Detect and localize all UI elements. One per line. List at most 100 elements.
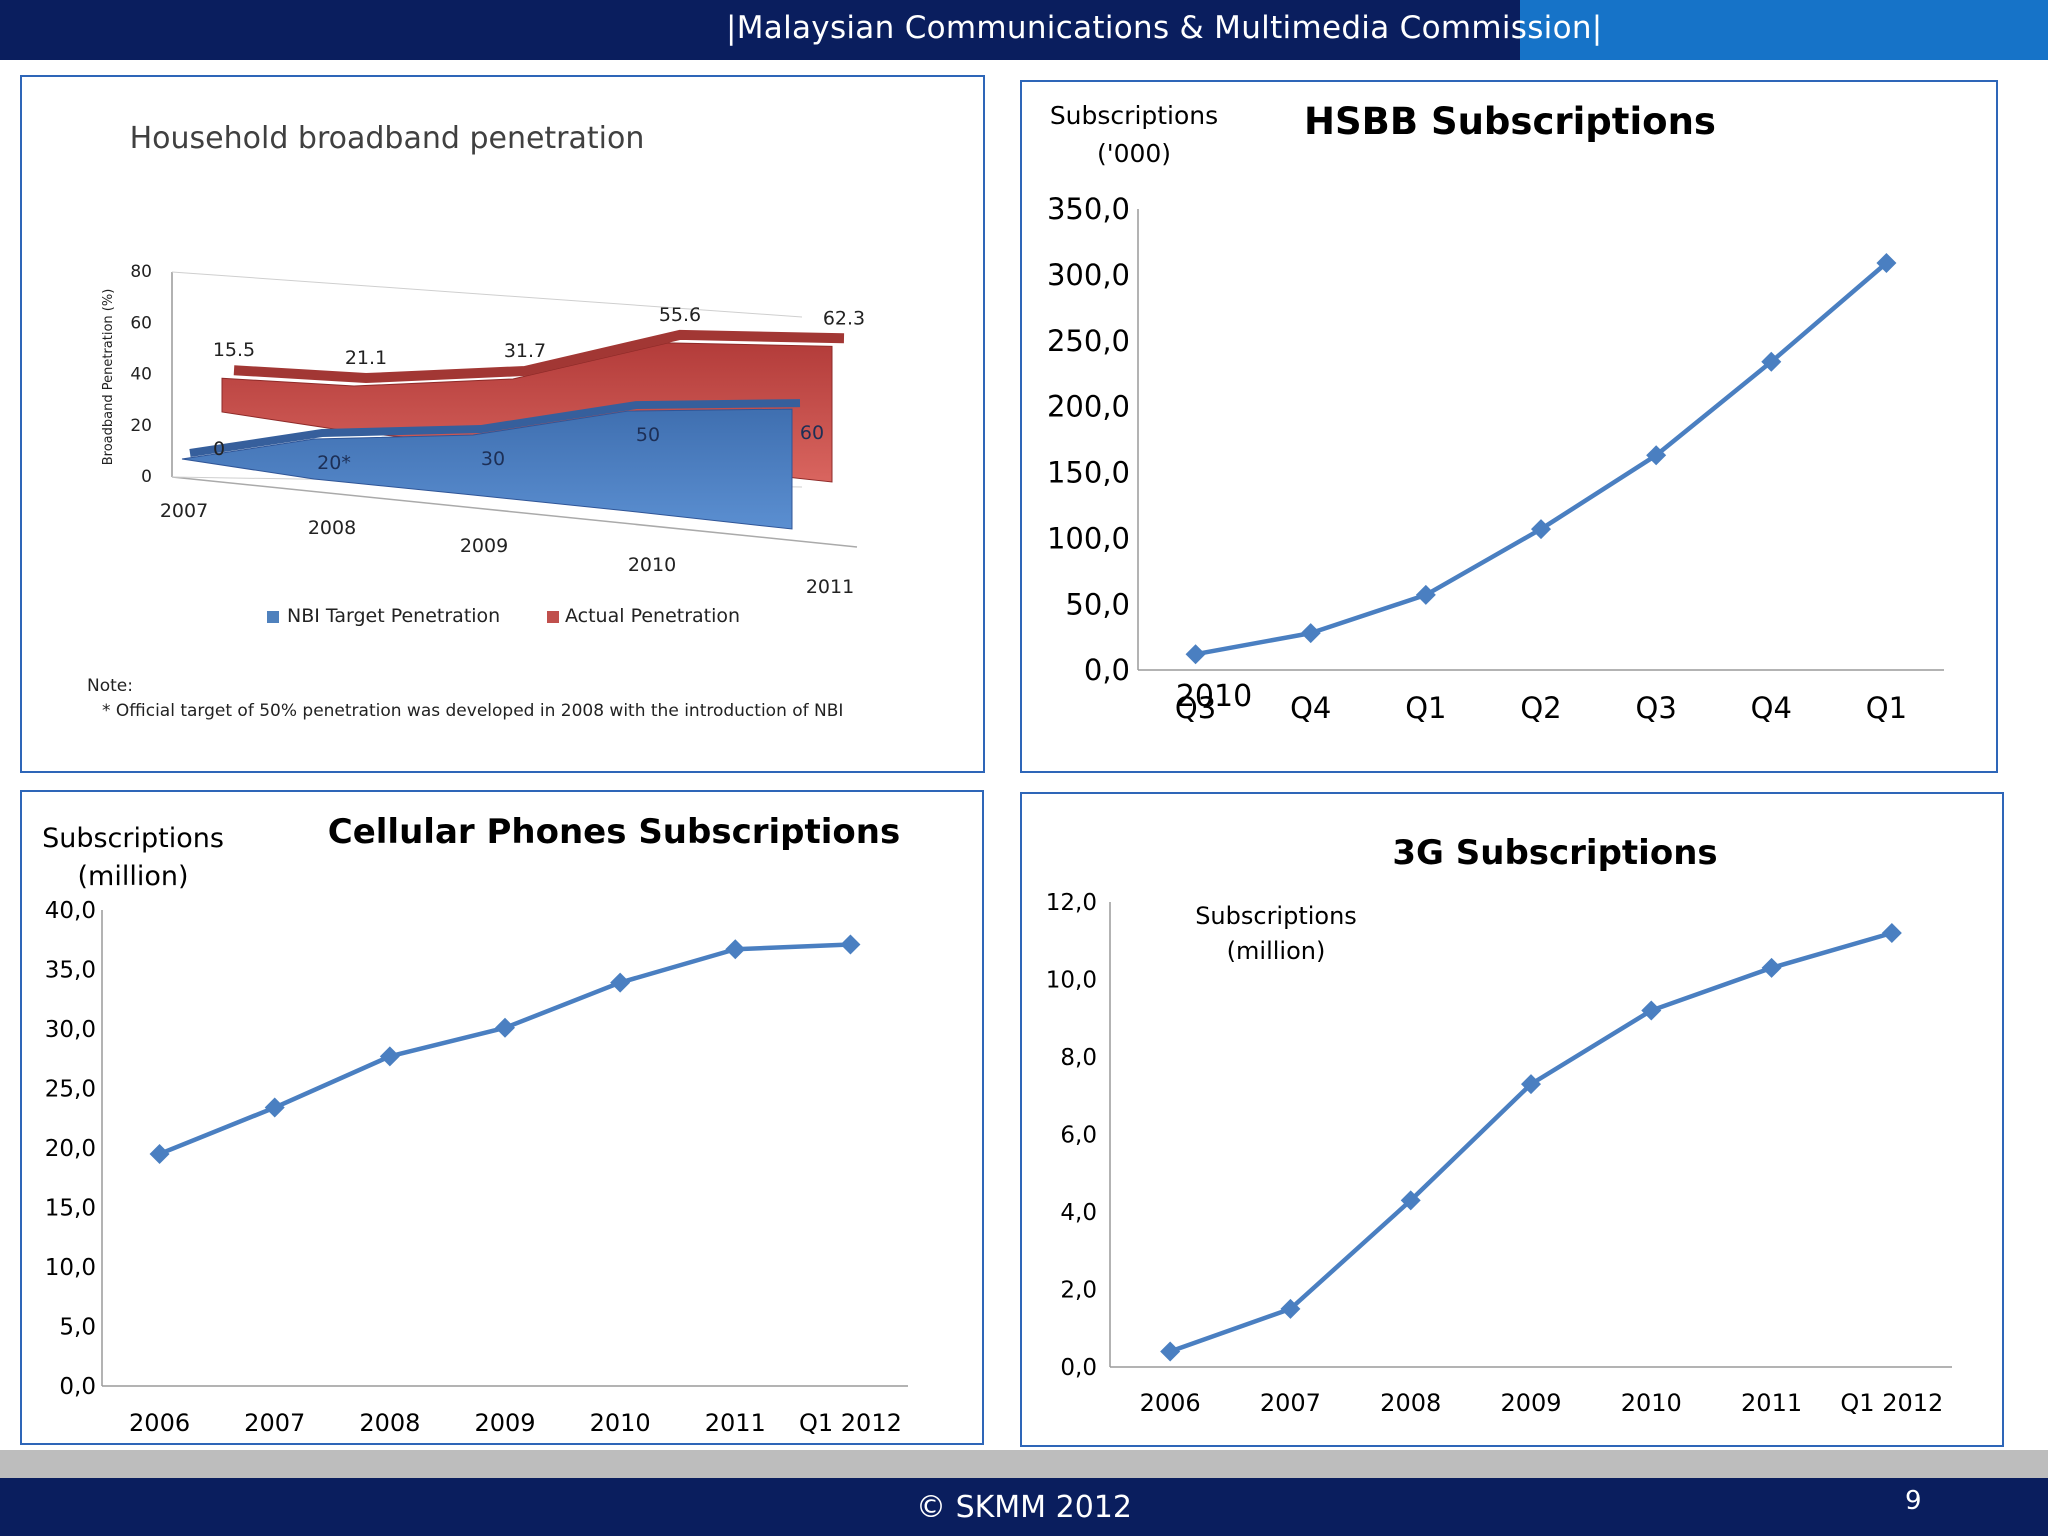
y-tick-label: 40	[130, 365, 152, 385]
hsbb-title: HSBB Subscriptions	[1304, 100, 1716, 143]
actual-value-label: 15.5	[213, 339, 255, 361]
x-tick-label: 2007	[244, 1409, 305, 1437]
threeg-x-ticks: 2006 2007 2008 2009 2010 2011 Q1 2012	[1140, 1389, 1944, 1417]
y-tick-label: 0,0	[1060, 1355, 1097, 1381]
nbi-value-label: 0	[213, 438, 225, 460]
x-tick-label: 2009	[1500, 1389, 1561, 1417]
legend-actual-swatch	[547, 611, 559, 623]
hsbb-year-annotation: 2010	[1176, 679, 1252, 714]
cellular-panel: Cellular Phones Subscriptions Subscripti…	[20, 790, 984, 1445]
header-accent	[1520, 0, 2048, 60]
x-tick-label: Q1 2012	[799, 1409, 902, 1437]
y-tick-label: 2,0	[1060, 1278, 1097, 1304]
y-tick-label: 20	[130, 416, 152, 436]
page-number: 9	[1905, 1486, 1922, 1516]
broadband-data-labels: 15.5 21.1 31.7 55.6 62.3 0 20* 30 50 60	[213, 304, 865, 474]
data-point-marker	[264, 1097, 285, 1118]
x-tick-label: Q1	[1405, 691, 1446, 725]
broadband-y-ticks: 80 60 40 20 0	[130, 262, 152, 487]
cellular-axes	[101, 910, 908, 1387]
series-line	[1195, 261, 1888, 657]
legend-actual-label: Actual Penetration	[565, 605, 740, 627]
hsbb-series-line	[1195, 261, 1888, 657]
x-tick-label: 2011	[705, 1409, 766, 1437]
y-tick-label: 100,0	[1047, 521, 1130, 555]
cellular-markers	[149, 934, 861, 1164]
cellular-y-label-line2: (million)	[77, 861, 188, 892]
x-tick-label: 2007	[160, 500, 208, 522]
actual-value-label: 55.6	[659, 304, 701, 326]
y-tick-label: 150,0	[1047, 456, 1130, 490]
y-tick-label: 40,0	[45, 898, 96, 924]
hsbb-chart: HSBB Subscriptions Subscriptions ('000) …	[1047, 100, 1944, 725]
y-tick-label: 10,0	[45, 1255, 96, 1281]
data-point-marker	[1761, 351, 1782, 372]
y-tick-label: 0,0	[59, 1374, 96, 1400]
x-tick-label: Q2	[1520, 691, 1561, 725]
data-point-marker	[1280, 1298, 1301, 1319]
cellular-y-ticks: 0,0 5,0 10,0 15,0 20,0 25,0 30,0 35,0 40,0	[45, 898, 96, 1400]
nbi-value-label: 30	[481, 448, 505, 470]
x-tick-label: 2007	[1260, 1389, 1321, 1417]
header-title: |Malaysian Communications & Multimedia C…	[726, 10, 1603, 46]
x-tick-label: 2008	[359, 1409, 420, 1437]
hsbb-axes	[1137, 209, 1944, 671]
broadband-back-edge	[171, 271, 803, 318]
x-tick-label: Q4	[1290, 691, 1331, 725]
data-point-marker	[149, 1143, 170, 1164]
broadband-x-ticks: 2007 2008 2009 2010 2011	[160, 500, 854, 598]
y-tick-label: 300,0	[1047, 258, 1130, 292]
nbi-value-label: 60	[800, 422, 824, 444]
data-point-marker	[1160, 1341, 1181, 1362]
y-tick-label: 20,0	[45, 1136, 96, 1162]
hsbb-y-ticks: 0,0 50,0 100,0 150,0 200,0 250,0 300,0 350,0	[1047, 192, 1130, 687]
y-tick-label: 25,0	[45, 1077, 96, 1103]
data-point-marker	[379, 1046, 400, 1067]
nbi-value-label: 20*	[317, 452, 351, 474]
series-line	[1169, 930, 1893, 1354]
data-point-marker	[1185, 644, 1206, 665]
hsbb-panel: HSBB Subscriptions Subscriptions ('000) …	[1020, 80, 1998, 773]
legend-nbi-label: NBI Target Penetration	[287, 605, 500, 627]
x-tick-label: 2008	[308, 517, 356, 539]
y-tick-label: 12,0	[1046, 890, 1097, 916]
y-tick-label: 5,0	[59, 1315, 96, 1341]
nbi-value-label: 50	[636, 424, 660, 446]
threeg-y-label-line2: (million)	[1227, 937, 1326, 965]
y-tick-label: 0	[141, 467, 152, 487]
cellular-y-label-line1: Subscriptions	[42, 823, 224, 854]
x-tick-label: Q1	[1866, 691, 1907, 725]
header-bar: |Malaysian Communications & Multimedia C…	[0, 0, 2048, 60]
data-point-marker	[610, 972, 631, 993]
y-tick-label: 30,0	[45, 1017, 96, 1043]
y-tick-label: 0,0	[1084, 653, 1130, 687]
threeg-chart: 3G Subscriptions Subscriptions (million)…	[1046, 833, 1952, 1417]
note-title: Note:	[87, 676, 133, 696]
x-tick-label: 2010	[1621, 1389, 1682, 1417]
actual-value-label: 62.3	[823, 307, 865, 329]
threeg-markers	[1160, 923, 1902, 1362]
y-tick-label: 15,0	[45, 1196, 96, 1222]
y-tick-label: 10,0	[1046, 968, 1097, 994]
hsbb-y-label-line2: ('000)	[1097, 139, 1171, 168]
x-tick-label: 2008	[1380, 1389, 1441, 1417]
y-tick-label: 350,0	[1047, 192, 1130, 226]
y-tick-label: 8,0	[1060, 1045, 1097, 1071]
footer-bar	[0, 1478, 2048, 1536]
data-point-marker	[1881, 923, 1902, 943]
data-point-marker	[1761, 957, 1782, 978]
y-tick-label: 80	[130, 262, 152, 282]
cellular-chart: Cellular Phones Subscriptions Subscripti…	[42, 812, 908, 1437]
y-tick-label: 60	[130, 313, 152, 333]
note-text: * Official target of 50% penetration was…	[102, 701, 843, 721]
data-point-marker	[1415, 584, 1436, 605]
actual-value-label: 21.1	[345, 347, 387, 369]
cellular-x-ticks: 2006 2007 2008 2009 2010 2011 Q1 2012	[129, 1409, 902, 1437]
broadband-title: Household broadband penetration	[130, 121, 645, 156]
nbi-target-area	[181, 399, 801, 530]
series-line	[158, 942, 851, 1157]
y-tick-label: 50,0	[1065, 587, 1130, 621]
x-tick-label: 2009	[474, 1409, 535, 1437]
x-tick-label: Q4	[1751, 691, 1792, 725]
threeg-title: 3G Subscriptions	[1392, 833, 1717, 873]
